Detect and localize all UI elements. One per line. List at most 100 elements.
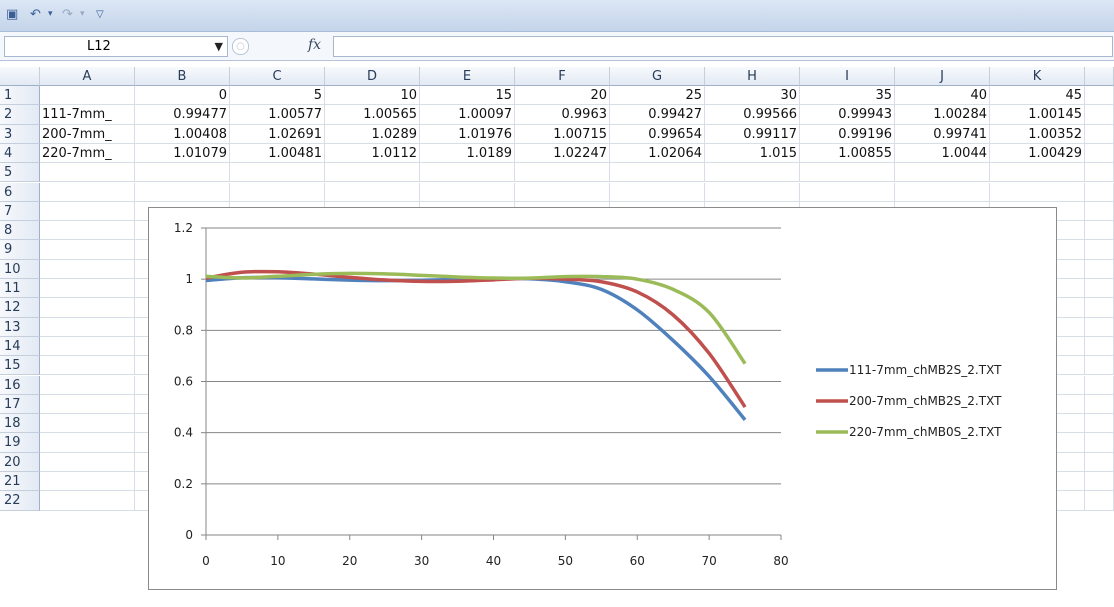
grid-cell[interactable] — [610, 182, 705, 202]
column-header[interactable]: A — [40, 67, 135, 86]
column-header[interactable]: I — [800, 67, 895, 86]
column-header[interactable]: D — [325, 67, 420, 86]
grid-cell[interactable] — [990, 163, 1085, 183]
grid-cell[interactable] — [990, 182, 1085, 202]
grid-cell[interactable]: 1.00145 — [990, 105, 1085, 125]
column-header[interactable]: B — [135, 67, 230, 86]
row-header[interactable]: 12 — [0, 298, 40, 318]
redo-icon[interactable]: ↷ — [62, 7, 73, 22]
grid-cell[interactable]: 1.015 — [705, 143, 800, 164]
grid-cell[interactable] — [40, 259, 135, 279]
grid-cell[interactable]: 0.99477 — [135, 105, 230, 125]
grid-cell[interactable]: 1.00715 — [515, 124, 610, 144]
select-all-corner[interactable] — [0, 67, 40, 86]
grid-cell[interactable] — [40, 86, 135, 106]
row-header[interactable]: 14 — [0, 336, 40, 357]
grid-cell[interactable]: 0.99427 — [610, 105, 705, 125]
column-header[interactable]: E — [420, 67, 515, 86]
grid-cell[interactable]: 1.02064 — [610, 143, 705, 164]
grid-cell[interactable] — [515, 163, 610, 183]
name-box[interactable]: L12 ▼ — [4, 36, 228, 57]
grid-cell[interactable]: 15 — [420, 86, 515, 106]
grid-cell[interactable] — [1085, 105, 1114, 125]
grid-cell[interactable] — [40, 356, 135, 376]
grid-cell[interactable] — [1085, 86, 1114, 106]
column-header-partial[interactable] — [1085, 67, 1114, 86]
grid-cell[interactable] — [705, 182, 800, 202]
grid-cell[interactable]: 25 — [610, 86, 705, 106]
grid-cell[interactable] — [1085, 163, 1114, 183]
row-header[interactable]: 7 — [0, 201, 40, 222]
undo-icon[interactable]: ↶ — [30, 7, 41, 22]
grid-cell[interactable]: 0.9963 — [515, 105, 610, 125]
customize-toolbar-icon[interactable]: ▽ — [96, 9, 104, 20]
save-icon[interactable]: ▣ — [6, 7, 19, 22]
grid-cell[interactable] — [40, 472, 135, 492]
grid-cell[interactable]: 1.00855 — [800, 143, 895, 164]
grid-cell[interactable]: 220-7mm_ — [40, 143, 135, 164]
grid-cell[interactable] — [420, 163, 515, 183]
row-header[interactable]: 10 — [0, 259, 40, 279]
column-header[interactable]: H — [705, 67, 800, 86]
grid-cell[interactable]: 1.01079 — [135, 143, 230, 164]
grid-cell[interactable] — [230, 163, 325, 183]
grid-cell[interactable] — [1085, 394, 1114, 415]
row-header[interactable]: 2 — [0, 105, 40, 125]
grid-cell[interactable] — [1085, 298, 1114, 318]
row-header[interactable]: 15 — [0, 356, 40, 376]
grid-cell[interactable] — [1085, 124, 1114, 144]
grid-cell[interactable] — [40, 414, 135, 434]
grid-cell[interactable] — [420, 182, 515, 202]
grid-cell[interactable]: 200-7mm_ — [40, 124, 135, 144]
grid-cell[interactable] — [895, 163, 990, 183]
grid-cell[interactable]: 0.99943 — [800, 105, 895, 125]
row-header[interactable]: 16 — [0, 375, 40, 395]
grid-cell[interactable]: 1.00481 — [230, 143, 325, 164]
row-header[interactable]: 6 — [0, 182, 40, 202]
grid-cell[interactable] — [800, 182, 895, 202]
grid-cell[interactable]: 1.01976 — [420, 124, 515, 144]
row-header[interactable]: 1 — [0, 86, 40, 106]
grid-cell[interactable]: 1.00408 — [135, 124, 230, 144]
column-header[interactable]: K — [990, 67, 1085, 86]
grid-cell[interactable] — [800, 163, 895, 183]
row-header[interactable]: 18 — [0, 414, 40, 434]
grid-cell[interactable] — [40, 240, 135, 260]
grid-cell[interactable] — [40, 221, 135, 241]
row-header[interactable]: 17 — [0, 394, 40, 415]
grid-cell[interactable] — [40, 163, 135, 183]
row-header[interactable]: 11 — [0, 279, 40, 299]
grid-cell[interactable] — [1085, 143, 1114, 164]
row-header[interactable]: 21 — [0, 472, 40, 492]
grid-cell[interactable] — [1085, 336, 1114, 357]
grid-cell[interactable] — [40, 298, 135, 318]
grid-cell[interactable] — [705, 163, 800, 183]
grid-cell[interactable]: 1.0044 — [895, 143, 990, 164]
grid-cell[interactable]: 0.99117 — [705, 124, 800, 144]
grid-cell[interactable] — [515, 182, 610, 202]
grid-cell[interactable]: 0.99654 — [610, 124, 705, 144]
column-header[interactable]: C — [230, 67, 325, 86]
grid-cell[interactable]: 1.0112 — [325, 143, 420, 164]
column-header[interactable]: J — [895, 67, 990, 86]
line-chart[interactable]: 0 0.2 0.4 0.6 0.8 1 1.2 0 10 20 30 40 50 60 70 80 111-7m… — [148, 207, 1057, 590]
grid-cell[interactable]: 1.0289 — [325, 124, 420, 144]
grid-cell[interactable] — [1085, 201, 1114, 222]
formula-cancel-icon[interactable]: ○ — [232, 38, 249, 55]
grid-cell[interactable] — [1085, 317, 1114, 337]
grid-cell[interactable]: 40 — [895, 86, 990, 106]
grid-cell[interactable] — [1085, 491, 1114, 511]
grid-cell[interactable] — [40, 336, 135, 357]
grid-cell[interactable] — [40, 182, 135, 202]
grid-cell[interactable]: 10 — [325, 86, 420, 106]
row-header[interactable]: 4 — [0, 143, 40, 164]
grid-cell[interactable] — [1085, 221, 1114, 241]
grid-cell[interactable] — [1085, 182, 1114, 202]
grid-cell[interactable] — [895, 182, 990, 202]
row-header[interactable]: 5 — [0, 163, 40, 183]
grid-cell[interactable]: 1.00284 — [895, 105, 990, 125]
undo-dropdown-icon[interactable]: ▾ — [48, 9, 53, 19]
grid-cell[interactable]: 111-7mm_ — [40, 105, 135, 125]
grid-cell[interactable] — [1085, 356, 1114, 376]
grid-cell[interactable] — [40, 452, 135, 472]
